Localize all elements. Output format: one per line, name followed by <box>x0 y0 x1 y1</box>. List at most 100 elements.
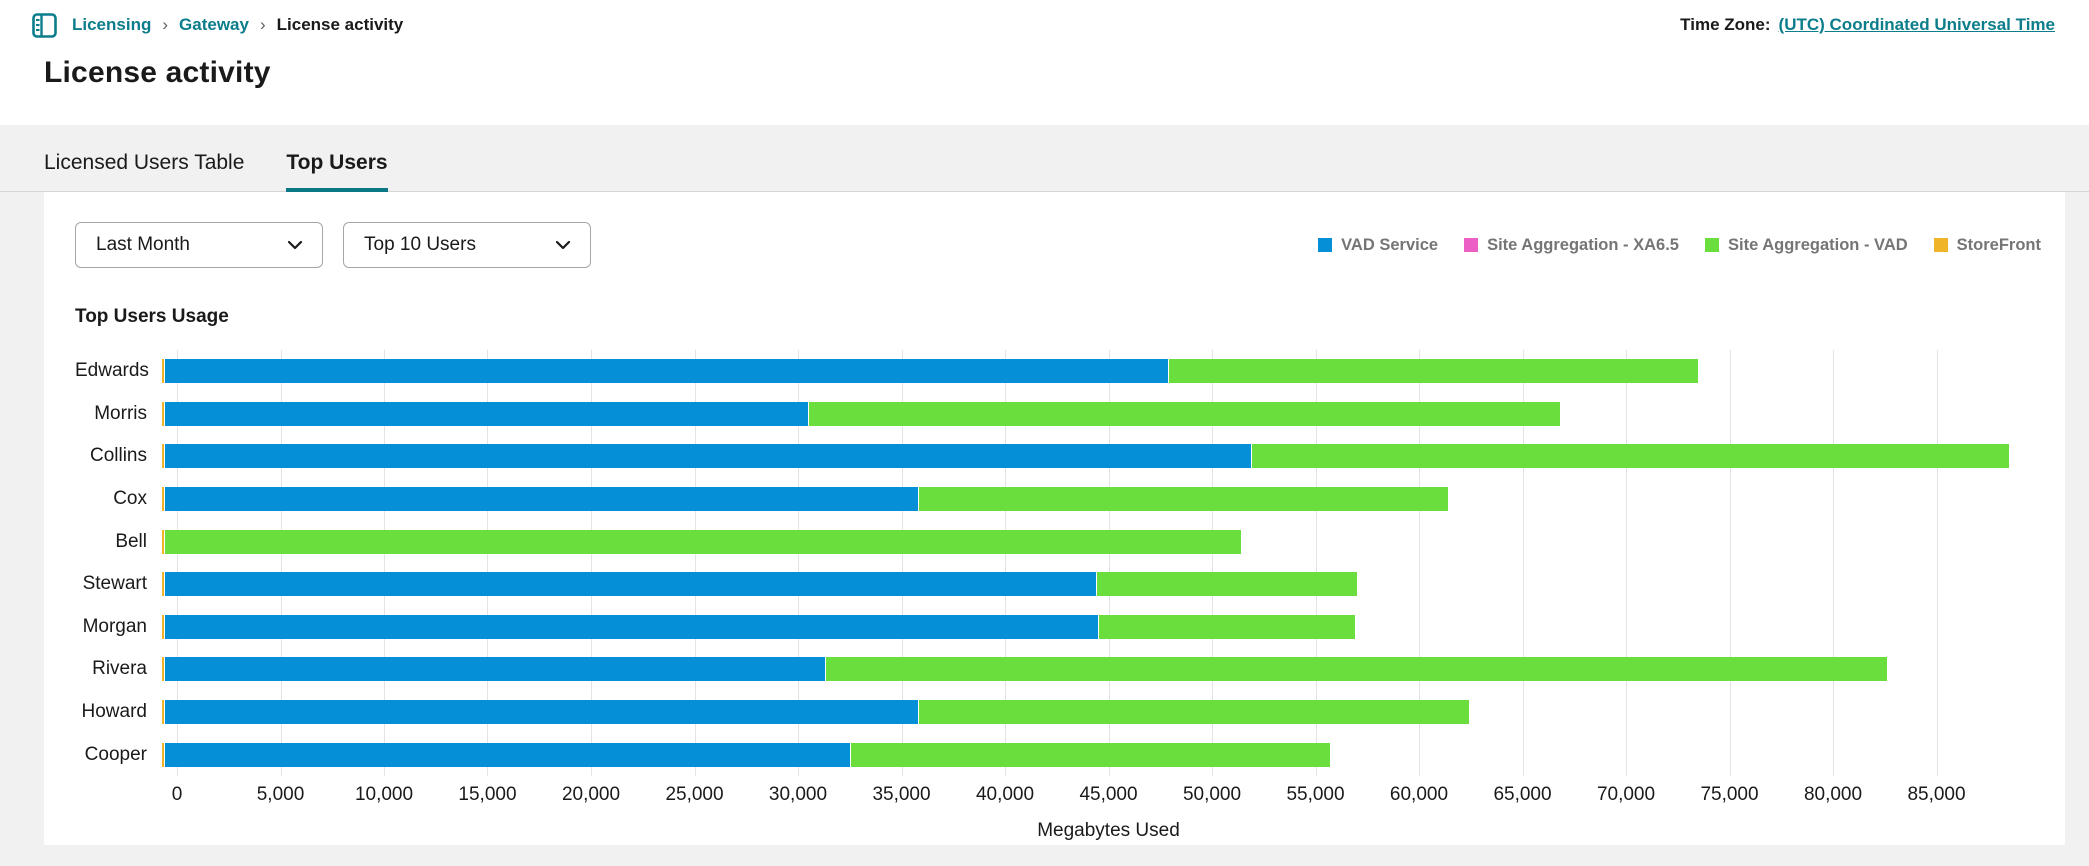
bar-segment[interactable] <box>917 487 1448 512</box>
bar-segment[interactable] <box>164 572 1096 597</box>
category-label: Bell <box>115 530 147 552</box>
chart-title: Top Users Usage <box>75 306 229 327</box>
bar-segment[interactable] <box>164 487 918 512</box>
gridline <box>591 350 592 776</box>
bar-segment[interactable] <box>162 487 165 512</box>
legend-swatch-icon <box>1933 238 1948 252</box>
tab-licensed-users-table[interactable]: Licensed Users Table <box>44 151 244 191</box>
gridline <box>1212 350 1213 776</box>
bar-segment[interactable] <box>164 444 1252 469</box>
bar-track <box>162 700 2025 725</box>
active-tab-indicator <box>286 188 388 192</box>
bar-segment[interactable] <box>164 614 1099 639</box>
bar-segment[interactable] <box>824 657 1887 682</box>
chart-legend: VAD Service Site Aggregation - XA6.5 Site … <box>1318 236 2041 255</box>
legend-label: StoreFront <box>1956 235 2041 254</box>
gridline <box>384 350 385 776</box>
category-label: Morgan <box>82 615 147 637</box>
x-tick-label: 45,000 <box>1079 783 1138 805</box>
bar-segment[interactable] <box>164 657 825 682</box>
gridline <box>1005 350 1006 776</box>
main-content: Licensed Users Table Top Users Last Mont… <box>0 125 2089 845</box>
bar-segment[interactable] <box>162 529 165 554</box>
legend-item[interactable]: Site Aggregation - XA6.5 <box>1464 236 1679 255</box>
tab-top-users[interactable]: Top Users <box>286 151 388 192</box>
console-panel-icon[interactable] <box>32 12 57 38</box>
bar-track <box>162 572 2025 597</box>
legend-label: Site Aggregation - XA6.5 <box>1487 235 1679 254</box>
bar-segment[interactable] <box>164 359 1169 384</box>
bar-row: Stewart <box>75 563 2041 606</box>
bar-segment[interactable] <box>1095 572 1357 597</box>
bar-segment[interactable] <box>164 742 850 767</box>
gridline <box>1833 350 1834 776</box>
legend-item[interactable]: StoreFront <box>1933 235 2041 255</box>
bar-segment[interactable] <box>162 742 165 767</box>
legend-label: VAD Service <box>1341 235 1439 254</box>
breadcrumb-current: License activity <box>276 15 404 34</box>
gridline <box>797 350 799 776</box>
bar-segment[interactable] <box>162 401 165 426</box>
breadcrumb-link-licensing[interactable]: Licensing <box>72 15 152 34</box>
timezone: Time Zone: (UTC) Coordinated Universal T… <box>1680 15 2055 35</box>
bar-row: Morgan <box>75 606 2041 649</box>
x-tick-label: 15,000 <box>458 783 517 805</box>
bar-row: Bell <box>75 520 2041 563</box>
period-select[interactable]: Last Month <box>75 222 323 268</box>
top-users-select[interactable]: Top 10 Users <box>343 222 591 268</box>
gridline <box>1108 350 1110 776</box>
x-tick-label: 5,000 <box>256 783 305 805</box>
tab-label: Licensed Users Table <box>44 151 245 174</box>
bar-row: Cox <box>75 478 2041 521</box>
breadcrumb: Licensing › Gateway › License activity T… <box>32 10 2055 40</box>
timezone-link[interactable]: (UTC) Coordinated Universal Time <box>1778 15 2055 34</box>
period-select-value: Last Month <box>96 234 190 255</box>
x-axis-label: Megabytes Used <box>1037 819 1180 841</box>
page-header: Licensing › Gateway › License activity T… <box>0 0 2089 125</box>
bar-track <box>162 742 2025 767</box>
page-title: License activity <box>44 56 271 89</box>
tab-label: Top Users <box>286 151 388 174</box>
legend-label: Site Aggregation - VAD <box>1727 235 1908 254</box>
x-tick-label: 30,000 <box>768 783 828 805</box>
bar-row: Cooper <box>75 733 2041 776</box>
top-users-panel: Last Month Top 10 Users VAD Service Site … <box>44 192 2065 845</box>
bar-segment[interactable] <box>917 700 1469 725</box>
bar-segment[interactable] <box>164 700 918 725</box>
bar-segment[interactable] <box>162 359 165 384</box>
category-label: Collins <box>89 445 147 467</box>
breadcrumb-separator: › <box>162 15 169 34</box>
bar-track <box>162 359 2025 384</box>
bar-segment[interactable] <box>164 401 809 426</box>
x-tick-label: 60,000 <box>1389 783 1449 805</box>
bar-track <box>162 614 2025 639</box>
bar-segment[interactable] <box>164 529 1241 554</box>
bar-segment[interactable] <box>162 657 165 682</box>
breadcrumb-link-gateway[interactable]: Gateway <box>179 15 249 34</box>
category-label: Morris <box>94 402 147 424</box>
bar-segment[interactable] <box>1168 359 1699 384</box>
filter-row: Last Month Top 10 Users VAD Service Site … <box>75 222 2041 268</box>
bar-segment[interactable] <box>162 444 165 469</box>
x-tick-label: 20,000 <box>561 783 621 805</box>
bar-row: Rivera <box>75 648 2041 691</box>
gridline <box>487 350 489 776</box>
x-tick-label: 80,000 <box>1803 783 1863 805</box>
bar-segment[interactable] <box>1098 614 1355 639</box>
legend-item[interactable]: Site Aggregation - VAD <box>1704 235 1908 255</box>
gridline <box>1936 350 1938 776</box>
gridline <box>694 350 696 776</box>
x-tick-label: 10,000 <box>354 783 414 805</box>
bar-segment[interactable] <box>1251 444 2009 469</box>
bar-row: Morris <box>75 393 2041 436</box>
legend-item[interactable]: VAD Service <box>1318 236 1438 255</box>
x-tick-label: 50,000 <box>1182 783 1242 805</box>
bar-segment[interactable] <box>849 742 1330 767</box>
category-label: Cox <box>113 488 147 510</box>
bar-track <box>162 657 2025 682</box>
x-axis: 0 5,000 10,000 15,000 20,000 25,000 30,000 35,0… <box>172 783 2040 812</box>
bar-segment[interactable] <box>162 614 165 639</box>
bar-segment[interactable] <box>162 700 165 725</box>
bar-segment[interactable] <box>808 401 1560 426</box>
bar-segment[interactable] <box>162 572 165 597</box>
